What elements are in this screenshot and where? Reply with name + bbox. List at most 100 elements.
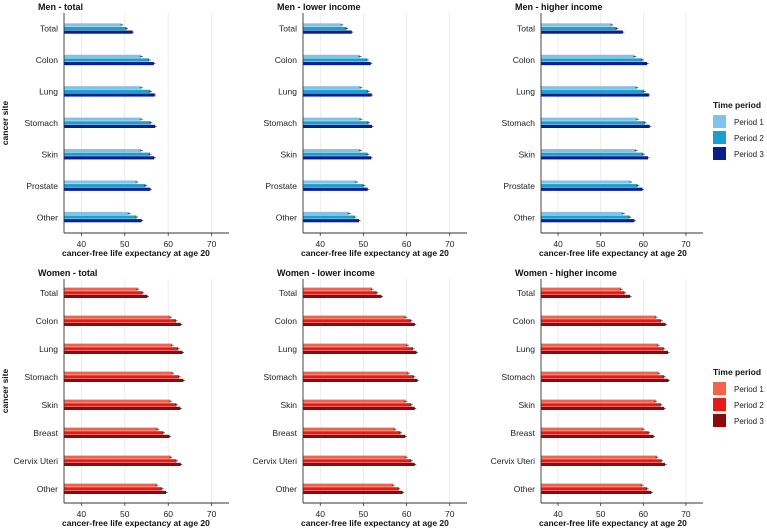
- category-label: Total: [517, 288, 535, 298]
- category-label: Breast: [33, 428, 58, 438]
- bar: [303, 58, 368, 62]
- bar: [541, 184, 638, 188]
- bar: [303, 219, 360, 223]
- category-label: Total: [279, 24, 297, 34]
- bar: [64, 462, 181, 466]
- bar: [64, 156, 155, 160]
- category-label: Cervix Uteri: [491, 456, 536, 466]
- bar: [64, 121, 151, 125]
- bar: [64, 322, 181, 326]
- bar: [541, 149, 637, 153]
- x-tick-label: 70: [207, 239, 217, 249]
- category-label: Breast: [272, 428, 297, 438]
- bar: [64, 427, 158, 431]
- bar: [303, 294, 382, 298]
- bar: [303, 343, 408, 347]
- bar: [303, 406, 415, 410]
- x-tick-label: 60: [163, 239, 173, 249]
- category-label: Prostate: [503, 181, 535, 191]
- category-label: Skin: [518, 149, 535, 159]
- bar: [64, 490, 167, 494]
- x-tick-label: 40: [77, 239, 87, 249]
- bar: [541, 287, 622, 291]
- bar: [64, 117, 142, 121]
- bar: [64, 58, 150, 62]
- bar: [303, 487, 399, 491]
- x-tick-label: 50: [596, 239, 606, 249]
- bar: [303, 26, 347, 31]
- bar: [64, 399, 171, 403]
- x-tick-label: 60: [402, 509, 412, 519]
- bar: [303, 371, 409, 375]
- bar: [303, 434, 406, 438]
- x-tick-label: 40: [316, 509, 326, 519]
- bar: [541, 294, 631, 298]
- bar: [541, 117, 638, 121]
- bar: [64, 149, 142, 153]
- bar: [64, 319, 177, 323]
- bar: [303, 86, 361, 90]
- bar: [541, 319, 662, 323]
- bar: [64, 378, 184, 382]
- x-tick-label: 50: [359, 239, 369, 249]
- bar: [541, 459, 662, 463]
- bar: [303, 315, 406, 319]
- bar: [64, 483, 157, 487]
- bar: [64, 291, 143, 295]
- legend-1: Time period Period 1 Period 2 Period 3: [713, 367, 764, 427]
- category-label: Total: [40, 24, 58, 34]
- category-label: Prostate: [265, 181, 297, 191]
- x-tick-label: 60: [163, 509, 173, 519]
- bar: [64, 187, 151, 191]
- x-tick-label: 70: [445, 239, 455, 249]
- category-label: Lung: [516, 87, 535, 97]
- bar: [64, 459, 177, 463]
- legend-swatch: [713, 115, 726, 128]
- category-label: Lung: [39, 344, 58, 354]
- bar: [64, 180, 137, 184]
- bar: [64, 23, 122, 27]
- legend-label: Period 2: [734, 401, 764, 410]
- bar: [541, 455, 657, 459]
- legend-swatch: [713, 398, 726, 411]
- bar: [541, 487, 648, 491]
- x-tick-label: 50: [120, 239, 130, 249]
- bar: [64, 26, 127, 31]
- category-label: Prostate: [26, 181, 58, 191]
- bar: [303, 93, 372, 97]
- legend-swatch: [713, 131, 726, 144]
- category-label: Lung: [278, 344, 297, 354]
- bar: [541, 30, 623, 34]
- bar: [541, 483, 643, 487]
- category-label: Stomach: [263, 118, 297, 128]
- bar: [303, 187, 368, 191]
- panel-4: Women - lower income Total Colon Lung Stomac…: [253, 268, 467, 528]
- bar: [303, 291, 377, 295]
- panel-title: Women - total: [38, 268, 97, 278]
- bar: [64, 343, 173, 347]
- x-tick-label: 50: [359, 509, 369, 519]
- bar: [64, 434, 170, 438]
- bar: [303, 403, 412, 407]
- bar: [541, 431, 649, 435]
- x-tick-label: 70: [681, 239, 691, 249]
- category-label: Total: [40, 288, 58, 298]
- category-label: Skin: [518, 400, 535, 410]
- category-label: Breast: [510, 428, 535, 438]
- bar: [64, 61, 154, 66]
- x-tick-label: 70: [445, 509, 455, 519]
- category-label: Other: [514, 212, 535, 222]
- bar: [541, 215, 630, 219]
- bar: [541, 211, 624, 216]
- bar: [64, 287, 138, 291]
- legend-label: Period 3: [734, 417, 764, 426]
- bar: [303, 459, 412, 463]
- bar: [64, 86, 142, 90]
- legend-title: Time period: [713, 100, 761, 110]
- bar: [541, 121, 646, 125]
- x-tick-label: 50: [120, 509, 130, 519]
- bar: [541, 152, 644, 156]
- bar: [64, 93, 155, 97]
- bar: [541, 434, 654, 438]
- bar: [541, 490, 652, 494]
